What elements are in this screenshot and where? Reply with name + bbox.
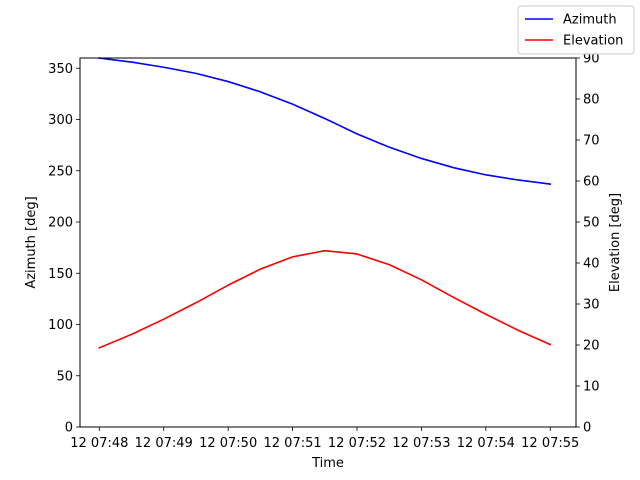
y-left-tick-label: 200	[48, 216, 73, 231]
x-tick-label: 12 07:52	[328, 436, 386, 451]
y-right-tick-label: 40	[583, 257, 600, 272]
x-tick-label: 12 07:55	[521, 436, 579, 451]
legend-box	[517, 5, 635, 55]
legend-label-elevation: Elevation	[563, 34, 623, 49]
y-right-tick-label: 0	[583, 421, 591, 436]
y-right-tick-label: 60	[583, 175, 600, 190]
y-left-axis-label: Azimuth [deg]	[24, 196, 39, 288]
y-right-tick-label: 20	[583, 339, 600, 354]
y-left-tick-label: 50	[56, 369, 73, 384]
y-right-tick-label: 70	[583, 134, 600, 149]
x-axis-label: Time	[311, 456, 344, 471]
y-left-tick-label: 250	[48, 164, 73, 179]
x-tick-label: 12 07:50	[199, 436, 257, 451]
legend-label-azimuth: Azimuth	[563, 13, 617, 28]
x-tick-label: 12 07:48	[70, 436, 128, 451]
x-tick-label: 12 07:51	[264, 436, 322, 451]
series-line-azimuth	[98, 57, 552, 185]
y-left-tick-label: 100	[48, 318, 73, 333]
plot-frame	[79, 57, 577, 428]
y-left-tick-label: 0	[65, 421, 73, 436]
x-tick-label: 12 07:49	[135, 436, 193, 451]
x-tick-label: 12 07:53	[392, 436, 450, 451]
y-left-tick-label: 350	[48, 62, 73, 77]
y-right-tick-label: 50	[583, 216, 600, 231]
y-left-tick-label: 150	[48, 267, 73, 282]
y-left-tick-label: 300	[48, 113, 73, 128]
x-tick-label: 12 07:54	[457, 436, 515, 451]
y-right-tick-label: 80	[583, 93, 600, 108]
y-right-tick-label: 10	[583, 380, 600, 395]
y-right-axis-label: Elevation [deg]	[608, 193, 623, 292]
y-right-tick-label: 90	[583, 52, 600, 67]
series-line-elevation	[98, 249, 552, 349]
y-right-tick-label: 30	[583, 298, 600, 313]
